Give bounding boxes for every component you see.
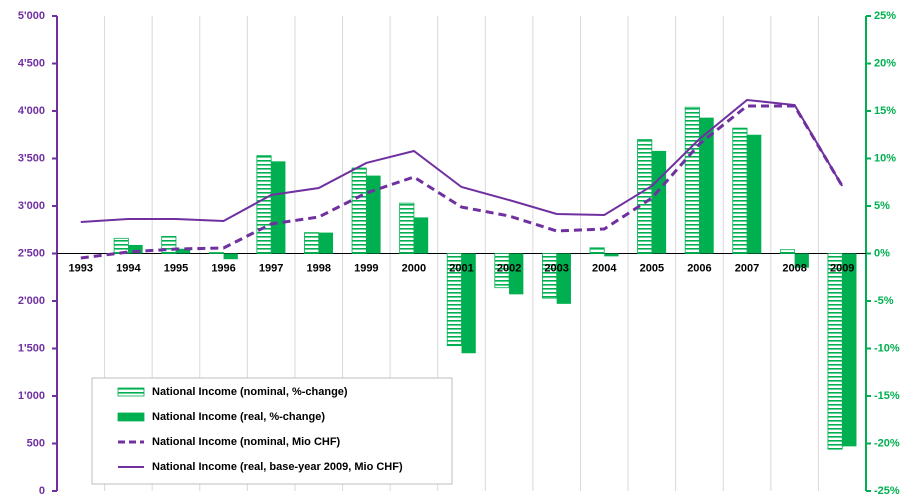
y2-tick-label: 25% xyxy=(874,10,896,22)
x-tick-label: 2004 xyxy=(592,262,617,274)
y-tick-label: 500 xyxy=(27,437,45,449)
bar xyxy=(271,161,286,254)
y2-tick-label: -25% xyxy=(874,485,900,496)
x-tick-label: 2000 xyxy=(402,262,426,274)
y-tick-label: 1'500 xyxy=(18,342,45,354)
bar xyxy=(542,253,558,299)
x-tick-label: 2005 xyxy=(640,262,664,274)
y2-tick-label: -10% xyxy=(874,342,900,354)
line xyxy=(80,104,844,260)
x-tick-label: 2003 xyxy=(544,262,568,274)
y2-tick-label: 0% xyxy=(874,247,890,259)
x-tick-label: 1995 xyxy=(164,262,188,274)
x-tick-label: 2007 xyxy=(735,262,759,274)
y-tick-label: 3'500 xyxy=(18,152,45,164)
y2-tick-label: 15% xyxy=(874,105,896,117)
y-tick-label: 2'500 xyxy=(18,247,45,259)
bar xyxy=(842,253,857,447)
x-tick-label: 2008 xyxy=(782,262,806,274)
y-tick-label: 2'000 xyxy=(18,295,45,307)
bar xyxy=(732,127,748,254)
bar xyxy=(589,247,605,254)
legend-box xyxy=(91,377,453,485)
bar xyxy=(175,248,191,254)
x-tick-label: 1993 xyxy=(69,262,93,274)
x-tick-label: 1997 xyxy=(259,262,283,274)
bar xyxy=(399,202,415,254)
y-tick-label: 1'000 xyxy=(18,390,45,402)
bar xyxy=(318,232,334,254)
x-tick-label: 1996 xyxy=(211,262,235,274)
bar xyxy=(208,252,224,254)
x-tick-label: 1994 xyxy=(116,262,141,274)
y-tick-label: 3'000 xyxy=(18,200,45,212)
y-tick-label: 4'500 xyxy=(18,57,45,69)
legend-key xyxy=(117,387,145,397)
bar xyxy=(223,253,238,260)
line xyxy=(80,98,844,223)
bar xyxy=(351,167,367,254)
y2-tick-label: -15% xyxy=(874,390,900,402)
bar xyxy=(604,253,619,257)
y2-tick-label: 5% xyxy=(874,200,890,212)
bar xyxy=(651,150,667,254)
bar xyxy=(779,249,796,254)
y2-tick-label: -20% xyxy=(874,437,900,449)
legend-label: National Income (nominal, Mio CHF) xyxy=(152,436,341,448)
x-tick-label: 2006 xyxy=(687,262,711,274)
bar xyxy=(256,155,272,254)
y-tick-label: 5'000 xyxy=(18,10,45,22)
bar xyxy=(509,253,524,295)
x-tick-label: 1998 xyxy=(306,262,330,274)
bar xyxy=(827,253,843,450)
bar xyxy=(304,232,320,254)
x-tick-label: 2009 xyxy=(830,262,854,274)
bar xyxy=(794,253,809,268)
legend-label: National Income (real, base-year 2009, M… xyxy=(152,461,403,473)
legend-label: National Income (real, %-change) xyxy=(152,411,325,423)
y2-tick-label: 10% xyxy=(874,152,896,164)
bar xyxy=(366,175,381,254)
legend-key xyxy=(117,412,145,422)
y2-tick-label: 20% xyxy=(874,57,896,69)
bar xyxy=(637,139,653,254)
bar xyxy=(556,253,571,304)
legend-label: National Income (nominal, %-change) xyxy=(152,386,348,398)
bar xyxy=(747,134,762,254)
y-tick-label: 4'000 xyxy=(18,105,45,117)
x-tick-label: 2002 xyxy=(497,262,521,274)
bar xyxy=(413,217,429,254)
bar xyxy=(461,253,476,354)
bar xyxy=(699,117,714,254)
x-tick-label: 2001 xyxy=(449,262,473,274)
y-tick-label: 0 xyxy=(39,485,45,496)
bar xyxy=(684,106,700,254)
y2-tick-label: -5% xyxy=(874,295,894,307)
x-tick-label: 1999 xyxy=(354,262,378,274)
bar xyxy=(128,244,143,254)
